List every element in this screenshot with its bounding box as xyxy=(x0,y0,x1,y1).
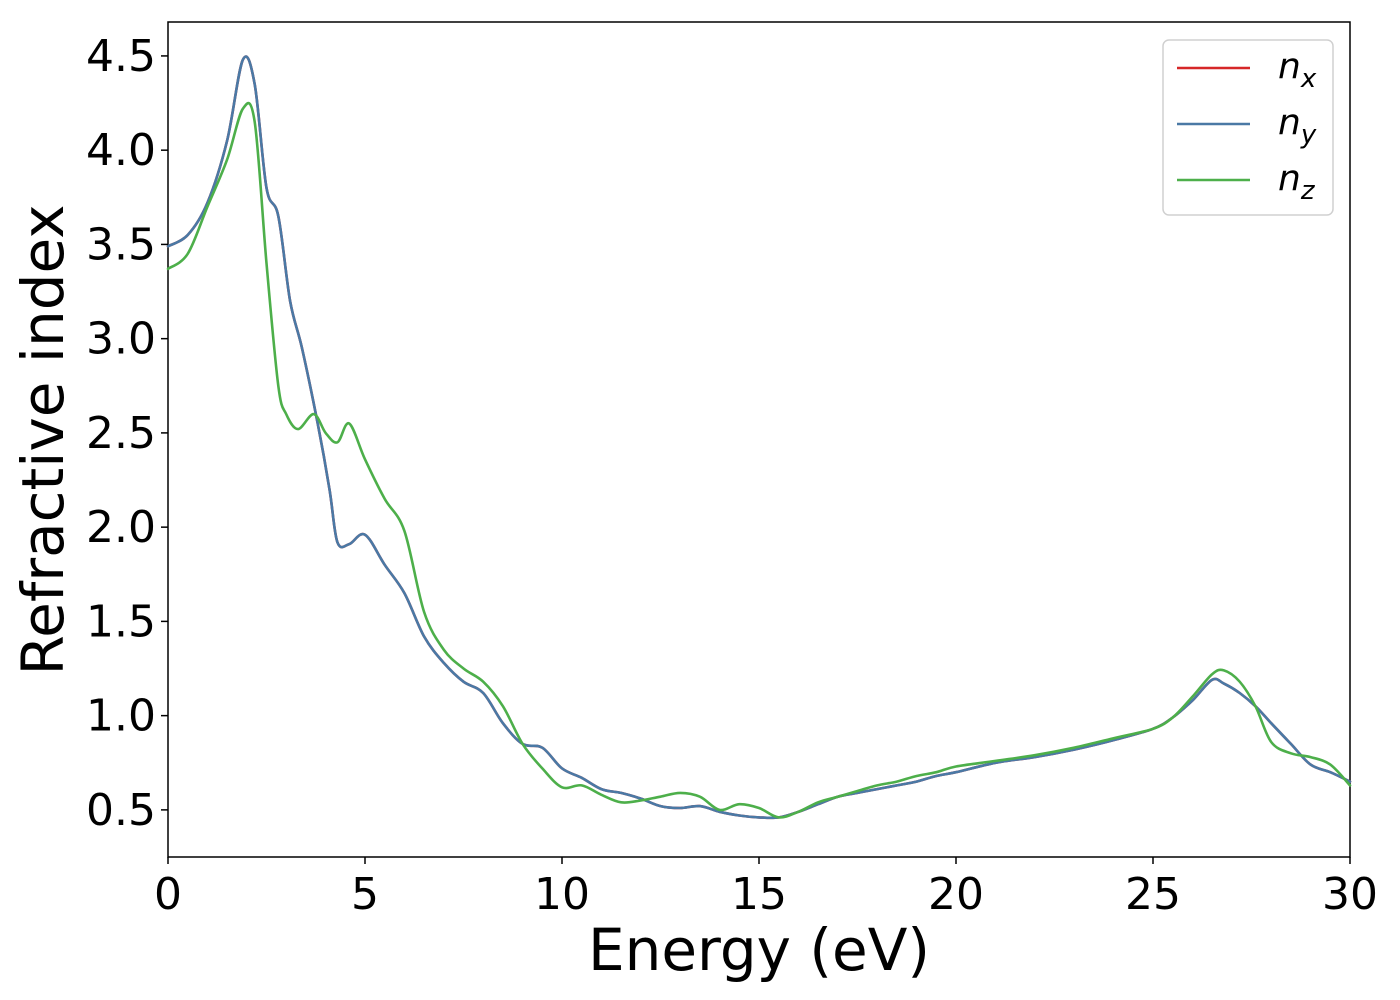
x-tick-label: 30 xyxy=(1322,869,1378,920)
y-tick-label: 1.5 xyxy=(86,596,156,647)
x-tick-label: 0 xyxy=(154,869,182,920)
x-tick-label: 25 xyxy=(1125,869,1181,920)
legend-box xyxy=(1162,39,1334,216)
y-tick-label: 4.5 xyxy=(86,31,156,82)
y-tick-label: 1.0 xyxy=(86,691,156,742)
x-tick-label: 10 xyxy=(534,869,590,920)
y-axis-title: Refractive index xyxy=(9,204,77,675)
y-tick-label: 0.5 xyxy=(86,785,156,836)
x-axis-ticks: 0 5 10 15 20 25 30 xyxy=(154,857,1378,920)
y-tick-label: 3.5 xyxy=(86,219,156,270)
y-tick-label: 2.0 xyxy=(86,502,156,553)
x-tick-label: 20 xyxy=(928,869,984,920)
y-tick-label: 3.0 xyxy=(86,314,156,365)
x-tick-label: 5 xyxy=(351,869,379,920)
y-tick-label: 4.0 xyxy=(86,125,156,176)
x-axis-title: Energy (eV) xyxy=(588,916,930,984)
y-axis-ticks: 0.5 1.0 1.5 2.0 2.5 3.0 3.5 4.0 4.5 xyxy=(86,31,168,836)
series-layer xyxy=(166,55,1352,820)
y-tick-label: 2.5 xyxy=(86,408,156,459)
series-line-nz xyxy=(166,101,1352,819)
x-tick-label: 15 xyxy=(731,869,787,920)
